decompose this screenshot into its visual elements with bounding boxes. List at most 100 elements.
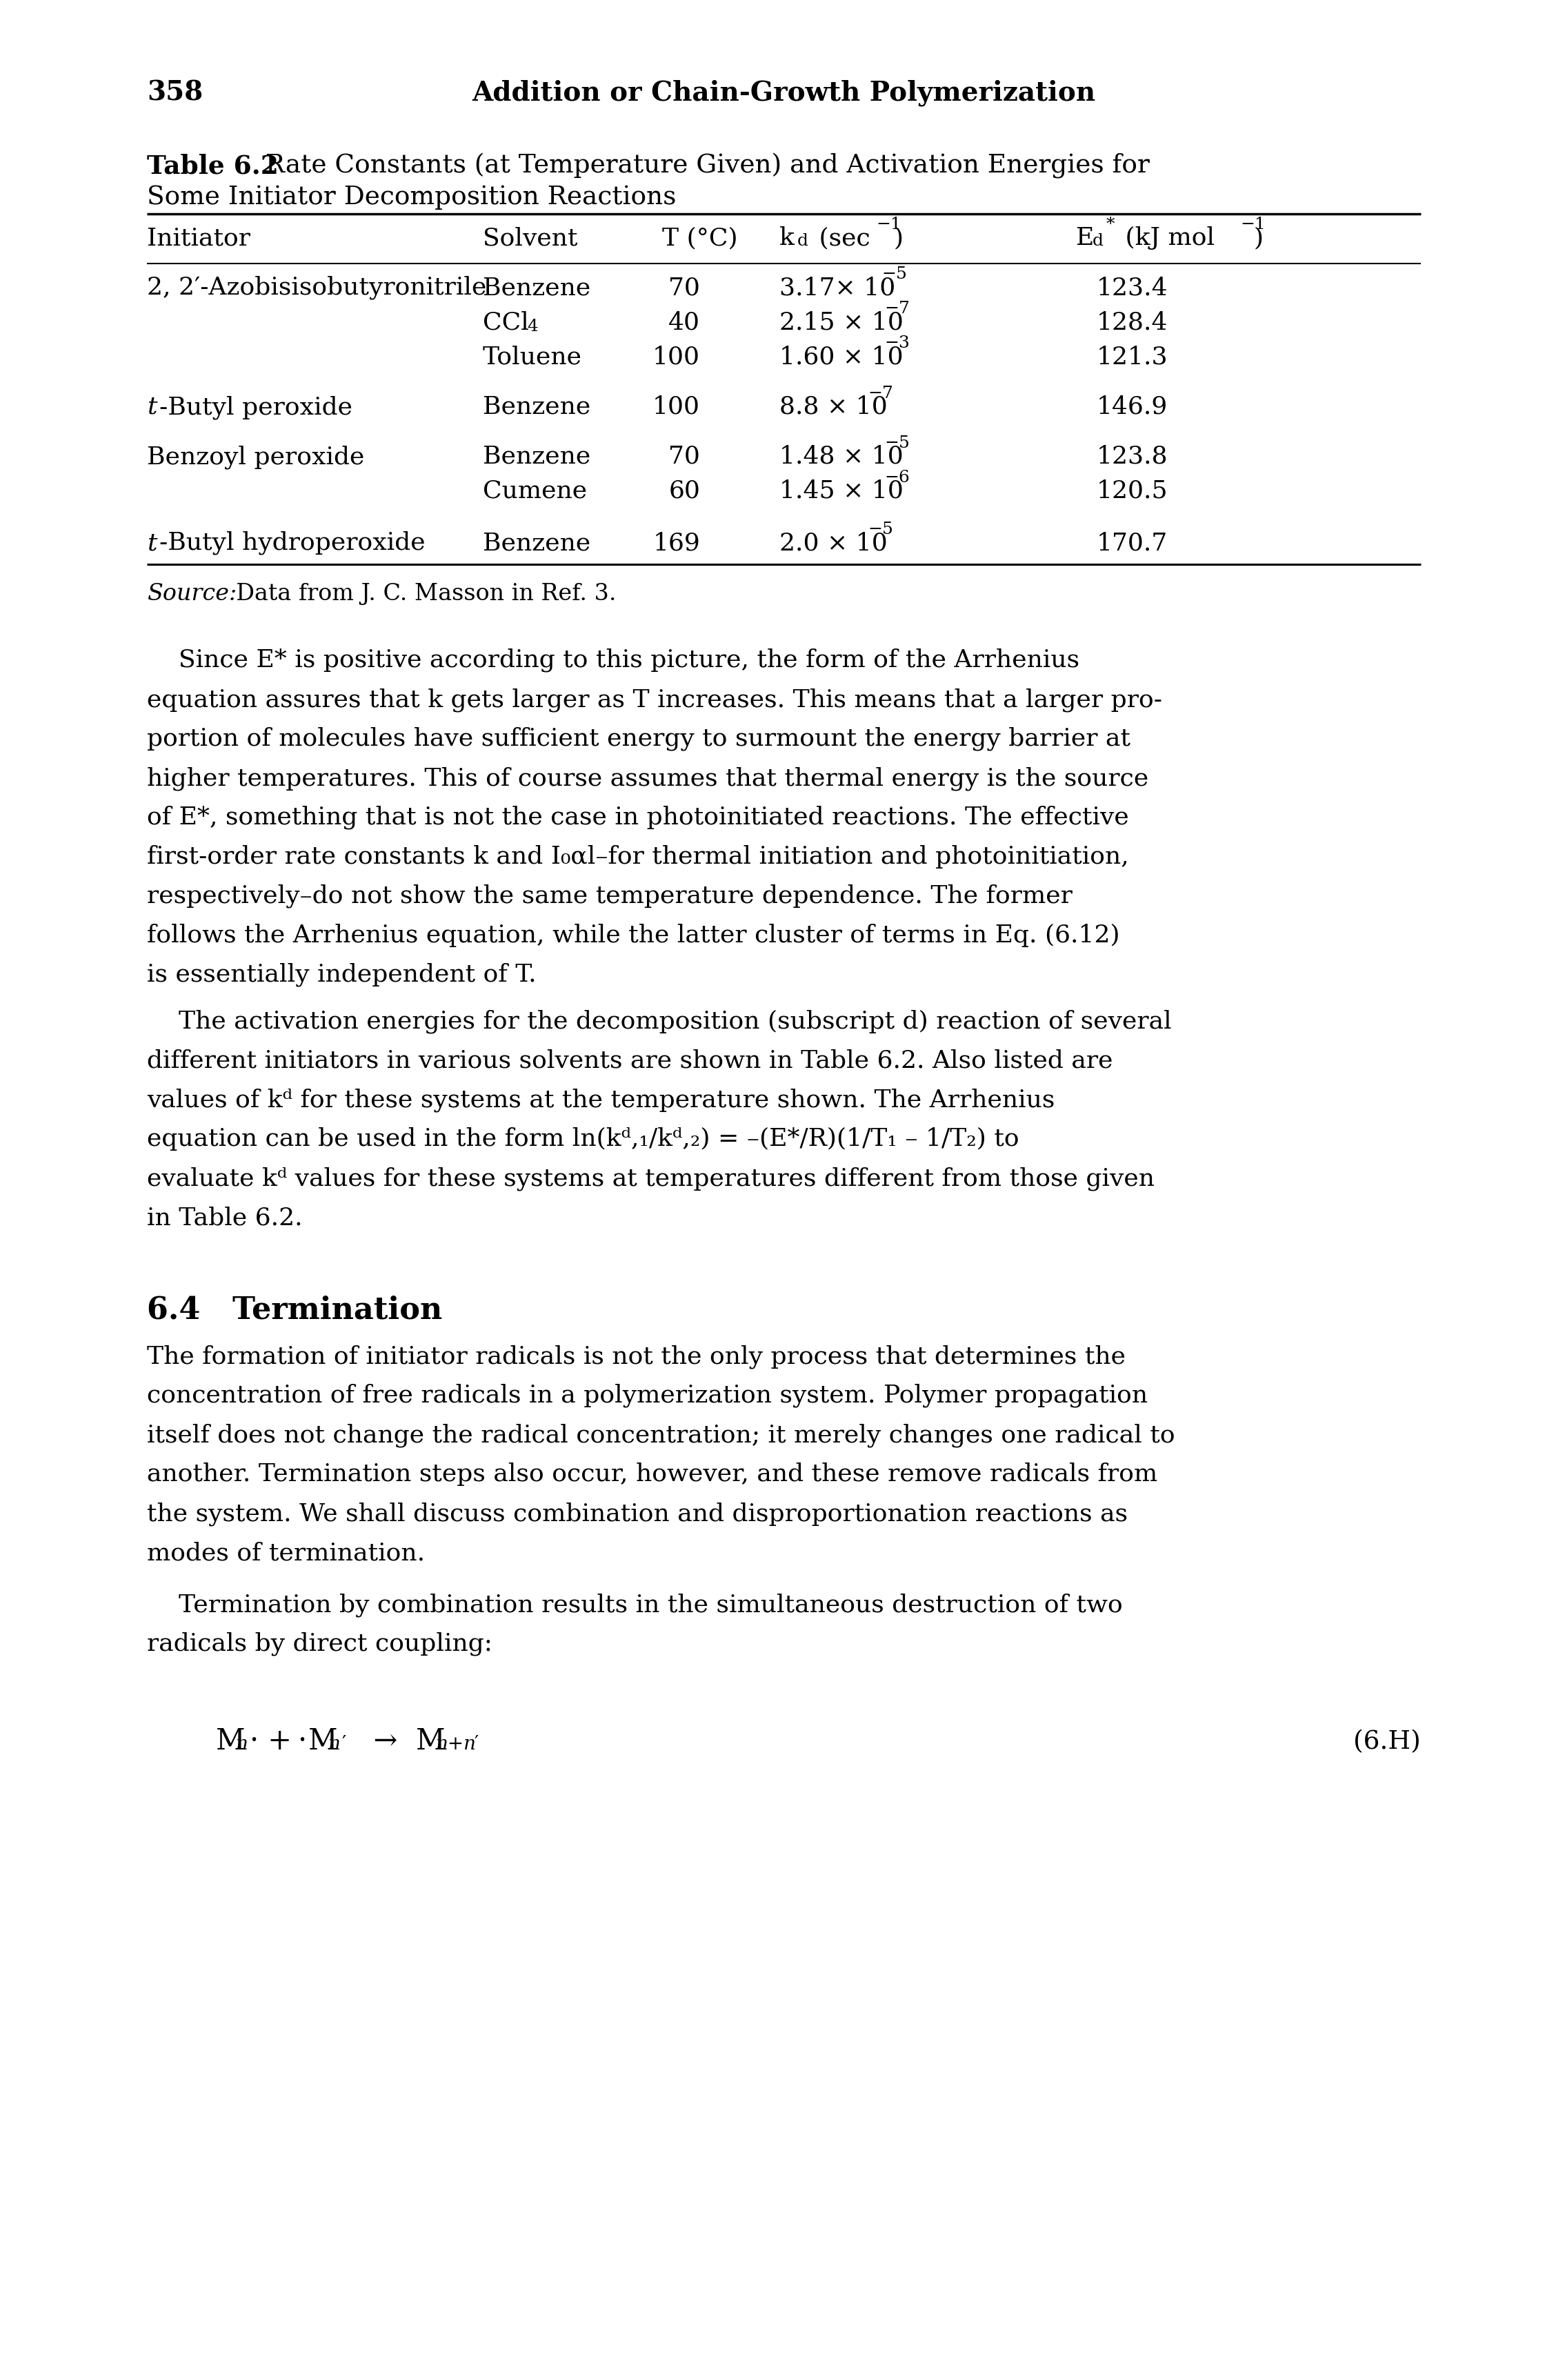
- Text: M: M: [308, 1728, 338, 1756]
- Text: is essentially independent of T.: is essentially independent of T.: [146, 964, 537, 988]
- Text: 1.45 × 10: 1.45 × 10: [780, 478, 904, 502]
- Text: 4: 4: [527, 319, 538, 336]
- Text: t: t: [146, 531, 157, 555]
- Text: ·: ·: [249, 1728, 258, 1756]
- Text: 121.3: 121.3: [1097, 345, 1169, 369]
- Text: n: n: [235, 1735, 247, 1754]
- Text: Benzene: Benzene: [482, 531, 591, 555]
- Text: Benzene: Benzene: [482, 445, 591, 469]
- Text: 3.17× 10: 3.17× 10: [780, 276, 895, 300]
- Text: d: d: [1092, 233, 1103, 250]
- Text: ): ): [893, 226, 904, 250]
- Text: (sec: (sec: [811, 226, 870, 250]
- Text: 1.48 × 10: 1.48 × 10: [780, 445, 904, 469]
- Text: −5: −5: [868, 521, 893, 538]
- Text: 169: 169: [652, 531, 700, 555]
- Text: The formation of initiator radicals is not the only process that determines the: The formation of initiator radicals is n…: [146, 1345, 1125, 1368]
- Text: 6.4   Termination: 6.4 Termination: [146, 1295, 442, 1326]
- Text: 128.4: 128.4: [1097, 309, 1169, 333]
- Text: d: d: [797, 233, 809, 250]
- Text: 2.15 × 10: 2.15 × 10: [780, 309, 904, 333]
- Text: n: n: [328, 1735, 339, 1754]
- Text: respectively–do not show the same temperature dependence. The former: respectively–do not show the same temper…: [146, 885, 1072, 909]
- Text: (kJ mol: (kJ mol: [1117, 226, 1215, 250]
- Text: the system. We shall discuss combination and disproportionation reactions as: the system. We shall discuss combination…: [146, 1502, 1128, 1526]
- Text: -Butyl peroxide: -Butyl peroxide: [159, 395, 353, 419]
- Text: E: E: [1075, 226, 1094, 250]
- Text: Benzoyl peroxide: Benzoyl peroxide: [146, 445, 364, 469]
- Text: itself does not change the radical concentration; it merely changes one radical : itself does not change the radical conce…: [146, 1423, 1175, 1447]
- Text: 100: 100: [652, 345, 700, 369]
- Text: evaluate kᵈ values for these systems at temperatures different from those given: evaluate kᵈ values for these systems at …: [146, 1166, 1155, 1190]
- Text: Cumene: Cumene: [482, 478, 587, 502]
- Text: 170.7: 170.7: [1097, 531, 1169, 555]
- Text: another. Termination steps also occur, however, and these remove radicals from: another. Termination steps also occur, h…: [146, 1461, 1158, 1485]
- Text: k: k: [780, 226, 795, 250]
- Text: ): ): [1254, 226, 1263, 250]
- Text: −6: −6: [884, 469, 910, 486]
- Text: 358: 358: [146, 79, 202, 105]
- Text: Some Initiator Decomposition Reactions: Some Initiator Decomposition Reactions: [146, 186, 677, 209]
- Text: Benzene: Benzene: [482, 276, 591, 300]
- Text: Source:: Source:: [146, 583, 237, 605]
- Text: modes of termination.: modes of termination.: [146, 1542, 425, 1564]
- Text: in Table 6.2.: in Table 6.2.: [146, 1207, 302, 1230]
- Text: −5: −5: [884, 436, 910, 452]
- Text: +: +: [258, 1728, 300, 1756]
- Text: Data from J. C. Masson in Ref. 3.: Data from J. C. Masson in Ref. 3.: [221, 583, 616, 605]
- Text: 123.8: 123.8: [1097, 445, 1169, 469]
- Text: Since E* is positive according to this picture, the form of the Arrhenius: Since E* is positive according to this p…: [146, 647, 1080, 671]
- Text: ·: ·: [297, 1728, 307, 1756]
- Text: The activation energies for the decomposition (subscript d) reaction of several: The activation energies for the decompos…: [146, 1009, 1172, 1033]
- Text: equation can be used in the form ln(kᵈ,₁/kᵈ,₂) = –(E*/R)(1/T₁ – 1/T₂) to: equation can be used in the form ln(kᵈ,₁…: [146, 1128, 1019, 1150]
- Text: portion of molecules have sufficient energy to surmount the energy barrier at: portion of molecules have sufficient ene…: [146, 728, 1131, 752]
- Text: 146.9: 146.9: [1097, 395, 1169, 419]
- Text: Table 6.2: Table 6.2: [146, 152, 279, 178]
- Text: T (°C): T (°C): [663, 226, 738, 250]
- Text: 70: 70: [669, 276, 700, 300]
- Text: (6.H): (6.H): [1354, 1730, 1421, 1754]
- Text: 2.0 × 10: 2.0 × 10: [780, 531, 887, 555]
- Text: →: →: [355, 1728, 415, 1756]
- Text: 60: 60: [669, 478, 700, 502]
- Text: 123.4: 123.4: [1097, 276, 1169, 300]
- Text: −5: −5: [881, 267, 907, 283]
- Text: −1: −1: [876, 217, 901, 233]
- Text: follows the Arrhenius equation, while the latter cluster of terms in Eq. (6.12): follows the Arrhenius equation, while th…: [146, 923, 1120, 947]
- Text: M: M: [415, 1728, 445, 1756]
- Text: −3: −3: [884, 336, 910, 352]
- Text: 70: 70: [669, 445, 700, 469]
- Text: M: M: [216, 1728, 246, 1756]
- Text: 40: 40: [669, 309, 700, 333]
- Text: −7: −7: [884, 300, 910, 317]
- Text: of E*, something that is not the case in photoinitiated reactions. The effective: of E*, something that is not the case in…: [146, 807, 1130, 831]
- Text: higher temperatures. This of course assumes that thermal energy is the source: higher temperatures. This of course assu…: [146, 766, 1148, 790]
- Text: Addition or Chain-Growth Polymerization: Addition or Chain-Growth Polymerization: [471, 79, 1095, 105]
- Text: −1: −1: [1240, 217, 1265, 233]
- Text: Initiator: Initiator: [146, 226, 251, 250]
- Text: *: *: [1106, 217, 1116, 233]
- Text: t: t: [146, 395, 157, 419]
- Text: n+n: n+n: [436, 1735, 476, 1754]
- Text: −7: −7: [868, 386, 893, 402]
- Text: values of kᵈ for these systems at the temperature shown. The Arrhenius: values of kᵈ for these systems at the te…: [146, 1088, 1055, 1111]
- Text: concentration of free radicals in a polymerization system. Polymer propagation: concentration of free radicals in a poly…: [146, 1383, 1148, 1407]
- Text: 100: 100: [652, 395, 700, 419]
- Text: equation assures that k gets larger as T increases. This means that a larger pro: equation assures that k gets larger as T…: [146, 688, 1162, 712]
- Text: Toluene: Toluene: [482, 345, 582, 369]
- Text: ′: ′: [475, 1735, 478, 1754]
- Text: 2, 2′-Azobisisobutyronitrile: 2, 2′-Azobisisobutyronitrile: [146, 276, 487, 300]
- Text: Rate Constants (at Temperature Given) and Activation Energies for: Rate Constants (at Temperature Given) an…: [249, 152, 1150, 178]
- Text: 120.5: 120.5: [1097, 478, 1169, 502]
- Text: Benzene: Benzene: [482, 395, 591, 419]
- Text: 1.60 × 10: 1.60 × 10: [780, 345, 904, 369]
- Text: -Butyl hydroperoxide: -Butyl hydroperoxide: [159, 531, 425, 555]
- Text: different initiators in various solvents are shown in Table 6.2. Also listed are: different initiators in various solvents…: [146, 1050, 1113, 1071]
- Text: 8.8 × 10: 8.8 × 10: [780, 395, 887, 419]
- Text: Termination by combination results in the simultaneous destruction of two: Termination by combination results in th…: [146, 1592, 1123, 1616]
- Text: CCl: CCl: [482, 309, 529, 333]
- Text: ′: ′: [341, 1735, 345, 1754]
- Text: first-order rate constants k and I₀αl–for thermal initiation and photoinitiation: first-order rate constants k and I₀αl–fo…: [146, 845, 1130, 869]
- Text: radicals by direct coupling:: radicals by direct coupling:: [146, 1633, 492, 1656]
- Text: Solvent: Solvent: [482, 226, 577, 250]
